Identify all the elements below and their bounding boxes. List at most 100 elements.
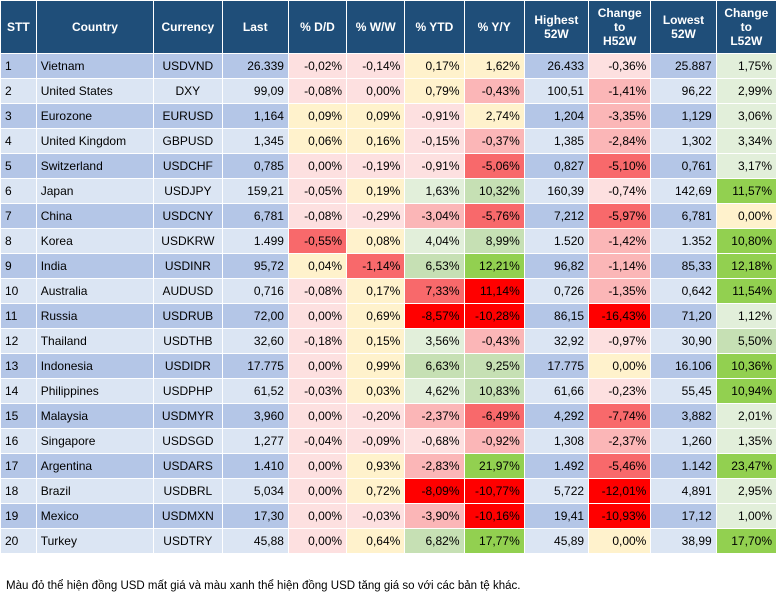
ytd-cell: -2,83%: [405, 454, 464, 478]
dd-cell: 0,00%: [288, 354, 347, 378]
ww-cell: 0,00%: [347, 79, 405, 103]
change-l52w-cell: 2,95%: [716, 479, 776, 503]
last-cell: 1,277: [222, 429, 288, 453]
highest-52w-cell: 4,292: [524, 404, 589, 428]
change-l52w-cell: 1,35%: [716, 429, 776, 453]
yy-cell: 11,14%: [464, 279, 524, 303]
ww-cell: -0,29%: [347, 204, 405, 228]
last-cell: 1.499: [222, 229, 288, 253]
header-lowest-52w: Lowest 52W: [651, 1, 716, 53]
currency-cell: USDMYR: [154, 404, 222, 428]
lowest-52w-cell: 1.352: [651, 229, 716, 253]
currency-cell: USDARS: [154, 454, 222, 478]
country-cell: India: [36, 254, 154, 278]
ytd-cell: 6,82%: [405, 529, 464, 553]
last-cell: 61,52: [222, 379, 288, 403]
lowest-52w-cell: 71,20: [651, 304, 716, 328]
dd-cell: -0,55%: [288, 229, 347, 253]
last-cell: 95,72: [222, 254, 288, 278]
highest-52w-cell: 26.433: [524, 54, 589, 78]
ww-cell: 0,09%: [347, 104, 405, 128]
change-h52w-cell: -12,01%: [589, 479, 651, 503]
lowest-52w-cell: 55,45: [651, 379, 716, 403]
highest-52w-cell: 1,385: [524, 129, 589, 153]
ww-cell: 0,19%: [347, 179, 405, 203]
ytd-cell: -2,37%: [405, 404, 464, 428]
currency-cell: USDJPY: [154, 179, 222, 203]
stt-cell: 9: [1, 254, 36, 278]
change-l52w-cell: 12,18%: [716, 254, 776, 278]
ytd-cell: 3,56%: [405, 329, 464, 353]
last-cell: 5,034: [222, 479, 288, 503]
country-cell: Eurozone: [36, 104, 154, 128]
table-row: 15 Malaysia USDMYR 3,960 0,00% -0,20% -2,37% -6…: [1, 404, 776, 428]
dd-cell: 0,00%: [288, 454, 347, 478]
stt-cell: 20: [1, 529, 36, 553]
highest-52w-cell: 19,41: [524, 504, 589, 528]
last-cell: 159,21: [222, 179, 288, 203]
ytd-cell: 0,79%: [405, 79, 464, 103]
yy-cell: 17,77%: [464, 529, 524, 553]
currency-cell: AUDUSD: [154, 279, 222, 303]
ww-cell: -0,19%: [347, 154, 405, 178]
country-cell: China: [36, 204, 154, 228]
ytd-cell: -3,90%: [405, 504, 464, 528]
table-row: 16 Singapore USDSGD 1,277 -0,04% -0,09% -0,68%…: [1, 429, 776, 453]
table-body: 1 Vietnam USDVND 26.339 -0,02% -0,14% 0,17% 1,6…: [1, 54, 776, 553]
country-cell: Malaysia: [36, 404, 154, 428]
country-cell: Brazil: [36, 479, 154, 503]
table-row: 7 China USDCNY 6,781 -0,08% -0,29% -3,04% -5,76…: [1, 204, 776, 228]
ww-cell: 0,08%: [347, 229, 405, 253]
ww-cell: -0,14%: [347, 54, 405, 78]
change-l52w-cell: 23,47%: [716, 454, 776, 478]
stt-cell: 4: [1, 129, 36, 153]
change-l52w-cell: 3,06%: [716, 104, 776, 128]
country-cell: Korea: [36, 229, 154, 253]
highest-52w-cell: 160,39: [524, 179, 589, 203]
currency-table: STT Country Currency Last % D/D % W/W % …: [0, 0, 777, 554]
country-cell: Australia: [36, 279, 154, 303]
change-h52w-cell: -3,35%: [589, 104, 651, 128]
last-cell: 3,960: [222, 404, 288, 428]
stt-cell: 18: [1, 479, 36, 503]
lowest-52w-cell: 0,642: [651, 279, 716, 303]
change-h52w-cell: -1,41%: [589, 79, 651, 103]
currency-cell: USDTHB: [154, 329, 222, 353]
last-cell: 26.339: [222, 54, 288, 78]
yy-cell: -0,43%: [464, 79, 524, 103]
highest-52w-cell: 61,66: [524, 379, 589, 403]
dd-cell: -0,05%: [288, 179, 347, 203]
currency-cell: USDPHP: [154, 379, 222, 403]
ytd-cell: 6,63%: [405, 354, 464, 378]
stt-cell: 3: [1, 104, 36, 128]
change-l52w-cell: 3,17%: [716, 154, 776, 178]
stt-cell: 14: [1, 379, 36, 403]
dd-cell: 0,00%: [288, 504, 347, 528]
lowest-52w-cell: 1.142: [651, 454, 716, 478]
dd-cell: -0,04%: [288, 429, 347, 453]
ytd-cell: 7,33%: [405, 279, 464, 303]
yy-cell: 2,74%: [464, 104, 524, 128]
change-l52w-cell: 2,99%: [716, 79, 776, 103]
header-yy: % Y/Y: [464, 1, 524, 53]
currency-cell: USDTRY: [154, 529, 222, 553]
dd-cell: -0,08%: [288, 79, 347, 103]
stt-cell: 6: [1, 179, 36, 203]
country-cell: Thailand: [36, 329, 154, 353]
table-row: 6 Japan USDJPY 159,21 -0,05% 0,19% 1,63% 10,32%…: [1, 179, 776, 203]
stt-cell: 11: [1, 304, 36, 328]
last-cell: 72,00: [222, 304, 288, 328]
lowest-52w-cell: 4,891: [651, 479, 716, 503]
ww-cell: 0,69%: [347, 304, 405, 328]
last-cell: 17,30: [222, 504, 288, 528]
dd-cell: -0,18%: [288, 329, 347, 353]
stt-cell: 12: [1, 329, 36, 353]
table-row: 5 Switzerland USDCHF 0,785 0,00% -0,19% -0,91%…: [1, 154, 776, 178]
table-row: 19 Mexico USDMXN 17,30 0,00% -0,03% -3,90% -10,…: [1, 504, 776, 528]
change-h52w-cell: -7,74%: [589, 404, 651, 428]
ww-cell: 0,99%: [347, 354, 405, 378]
lowest-52w-cell: 3,882: [651, 404, 716, 428]
last-cell: 99,09: [222, 79, 288, 103]
header-dd: % D/D: [288, 1, 347, 53]
header-stt: STT: [1, 1, 36, 53]
